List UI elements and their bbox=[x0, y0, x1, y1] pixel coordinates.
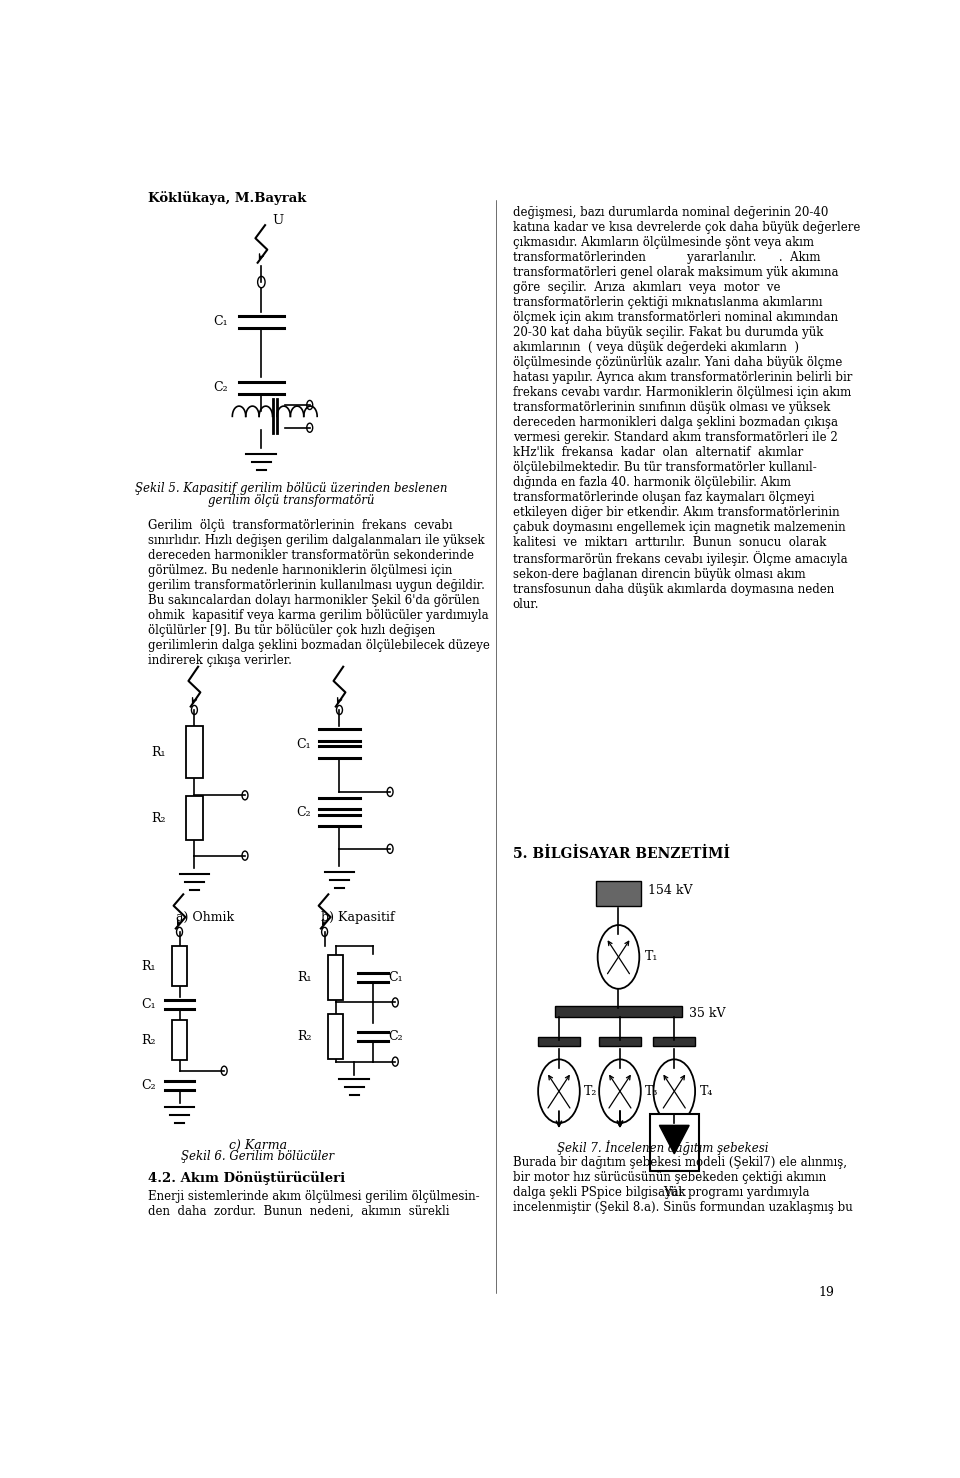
Bar bbox=[328, 1014, 344, 1060]
Text: Köklükaya, M.Bayrak: Köklükaya, M.Bayrak bbox=[148, 191, 306, 205]
Text: R₂: R₂ bbox=[141, 1033, 156, 1046]
Text: Yük: Yük bbox=[663, 1185, 685, 1199]
Text: R₁: R₁ bbox=[152, 745, 166, 758]
Text: C₂: C₂ bbox=[297, 806, 311, 819]
Text: R₂: R₂ bbox=[152, 811, 166, 825]
Text: Şekil 5. Kapasitif gerilim bölücü üzerinden beslenen: Şekil 5. Kapasitif gerilim bölücü üzerin… bbox=[134, 482, 447, 495]
Text: 19: 19 bbox=[818, 1286, 834, 1299]
Text: R₁: R₁ bbox=[298, 971, 312, 984]
Text: gerilim ölçü transformatörü: gerilim ölçü transformatörü bbox=[208, 494, 374, 507]
Text: 4.2. Akım Dönüştürücüleri: 4.2. Akım Dönüştürücüleri bbox=[148, 1171, 346, 1185]
Text: T₂: T₂ bbox=[585, 1085, 598, 1098]
Text: T₄: T₄ bbox=[700, 1085, 713, 1098]
Text: C₂: C₂ bbox=[213, 381, 228, 395]
Text: 5. BİLGİSAYAR BENZETİMİ: 5. BİLGİSAYAR BENZETİMİ bbox=[513, 847, 730, 860]
Bar bbox=[172, 946, 187, 986]
Text: C₁: C₁ bbox=[141, 998, 156, 1011]
Text: R₂: R₂ bbox=[298, 1030, 312, 1043]
Bar bbox=[654, 1036, 695, 1046]
Polygon shape bbox=[660, 1125, 689, 1154]
Text: c) Karma: c) Karma bbox=[228, 1140, 287, 1151]
Text: Şekil 6. Gerilim bölücüler: Şekil 6. Gerilim bölücüler bbox=[181, 1150, 334, 1163]
Text: C₂: C₂ bbox=[388, 1030, 402, 1043]
Text: 154 kV: 154 kV bbox=[648, 884, 693, 897]
Text: U: U bbox=[272, 214, 283, 226]
Text: Burada bir dağıtım şebekesi modeli (Şekil7) ele alınmış,
bir motor hız sürücüsün: Burada bir dağıtım şebekesi modeli (Şeki… bbox=[513, 1156, 852, 1213]
Text: C₁: C₁ bbox=[213, 315, 228, 328]
Bar bbox=[186, 797, 203, 840]
Text: C₁: C₁ bbox=[297, 738, 311, 751]
Bar bbox=[328, 955, 344, 1001]
Text: C₂: C₂ bbox=[141, 1079, 156, 1092]
Text: 35 kV: 35 kV bbox=[689, 1008, 726, 1020]
Text: Şekil 7. İncelenen dağıtım şebekesi: Şekil 7. İncelenen dağıtım şebekesi bbox=[558, 1140, 769, 1156]
Bar bbox=[539, 1036, 580, 1046]
Bar bbox=[650, 1114, 699, 1171]
Bar bbox=[599, 1036, 641, 1046]
Text: C₁: C₁ bbox=[388, 971, 402, 984]
Text: Enerji sistemlerinde akım ölçülmesi gerilim ölçülmesin-
den  daha  zordur.  Bunu: Enerji sistemlerinde akım ölçülmesi geri… bbox=[148, 1190, 480, 1218]
Bar bbox=[186, 726, 203, 779]
Bar bbox=[172, 1020, 187, 1060]
Text: a) Ohmik: a) Ohmik bbox=[176, 912, 234, 924]
Text: R₁: R₁ bbox=[141, 959, 156, 973]
Text: değişmesi, bazı durumlarda nominal değerinin 20-40
katına kadar ve kısa devreler: değişmesi, bazı durumlarda nominal değer… bbox=[513, 205, 860, 612]
Text: b) Kapasitif: b) Kapasitif bbox=[321, 912, 395, 924]
Text: Gerilim  ölçü  transformatörlerinin  frekans  cevabı
sınırlıdır. Hızlı değişen g: Gerilim ölçü transformatörlerinin frekan… bbox=[148, 519, 491, 667]
Bar bbox=[596, 881, 641, 906]
Text: T₃: T₃ bbox=[645, 1085, 659, 1098]
Bar bbox=[555, 1007, 682, 1017]
Text: T₁: T₁ bbox=[645, 950, 659, 964]
